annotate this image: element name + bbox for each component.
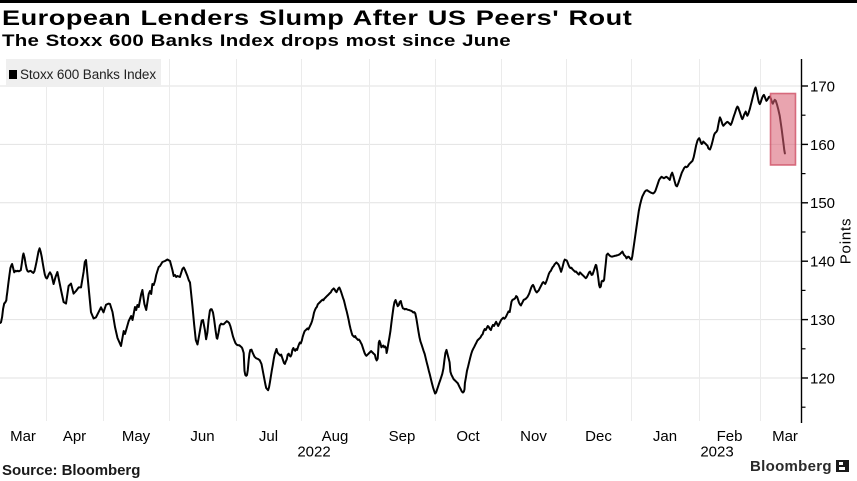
svg-text:120: 120 [810,370,835,387]
svg-text:Feb: Feb [717,428,743,445]
svg-text:Jul: Jul [259,428,278,445]
svg-text:140: 140 [810,254,835,271]
svg-text:Apr: Apr [63,428,86,445]
svg-text:Jun: Jun [190,428,214,445]
svg-text:Dec: Dec [585,428,612,445]
svg-text:Aug: Aug [322,428,349,445]
svg-text:Nov: Nov [520,428,547,445]
svg-text:160: 160 [810,137,835,154]
svg-text:Mar: Mar [10,428,36,445]
svg-text:2022: 2022 [297,444,330,461]
svg-text:Mar: Mar [772,428,798,445]
svg-text:Oct: Oct [456,428,480,445]
svg-text:170: 170 [810,78,835,95]
svg-text:Sep: Sep [389,428,416,445]
svg-text:2023: 2023 [700,444,733,461]
svg-text:Points: Points [838,218,855,265]
svg-text:May: May [122,428,151,445]
svg-text:150: 150 [810,195,835,212]
svg-text:130: 130 [810,312,835,329]
svg-text:Jan: Jan [653,428,677,445]
